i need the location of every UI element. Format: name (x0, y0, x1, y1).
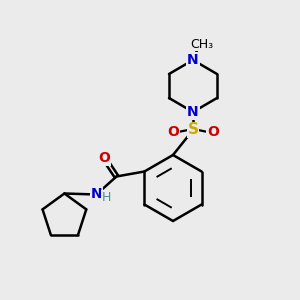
Text: H: H (102, 191, 111, 204)
Text: O: O (167, 125, 179, 139)
Text: N: N (187, 105, 199, 119)
Text: CH₃: CH₃ (190, 38, 214, 50)
Text: N: N (91, 188, 102, 202)
Text: S: S (188, 122, 199, 137)
Text: N: N (187, 53, 199, 67)
Text: O: O (207, 125, 219, 139)
Text: O: O (98, 152, 110, 166)
